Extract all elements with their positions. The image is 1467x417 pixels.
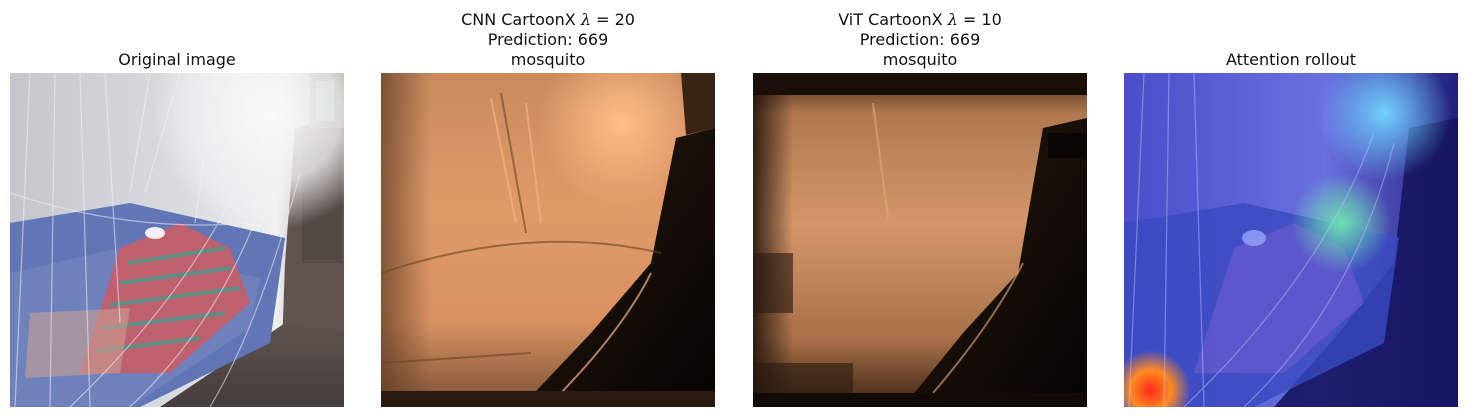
vit-cartoonx-heatmap xyxy=(753,73,1087,407)
original-image xyxy=(10,73,344,407)
title-text: ViT CartoonX xyxy=(838,10,948,29)
cnn-cartoonx-heatmap xyxy=(381,73,715,407)
panel-cnn-cartoonx: CNN CartoonX λ = 20 Prediction: 669 mosq… xyxy=(381,0,715,417)
panel-title: Attention rollout xyxy=(1104,50,1467,70)
prediction-label: Prediction: 669 xyxy=(487,30,609,49)
title-line: ViT CartoonX λ = 10 xyxy=(733,10,1107,30)
title-text: CNN CartoonX xyxy=(461,10,581,29)
lambda-symbol: λ xyxy=(580,10,591,29)
lambda-value: = 20 xyxy=(591,10,635,29)
panel-title: ViT CartoonX λ = 10 Prediction: 669 mosq… xyxy=(733,10,1107,70)
panel-title: Original image xyxy=(0,50,364,70)
class-name: mosquito xyxy=(510,50,586,69)
panel-title: CNN CartoonX λ = 20 Prediction: 669 mosq… xyxy=(361,10,735,70)
prediction-label: Prediction: 669 xyxy=(859,30,981,49)
lambda-symbol: λ xyxy=(947,10,958,29)
class-name: mosquito xyxy=(882,50,958,69)
panel-vit-cartoonx: ViT CartoonX λ = 10 Prediction: 669 mosq… xyxy=(753,0,1087,417)
lambda-value: = 10 xyxy=(957,10,1002,29)
panel-original: Original image xyxy=(10,0,344,417)
title-line: CNN CartoonX λ = 20 xyxy=(361,10,735,30)
title-line: Attention rollout xyxy=(1225,50,1357,69)
title-line: Original image xyxy=(118,50,236,69)
panel-attention-rollout: Attention rollout xyxy=(1124,0,1458,417)
attention-rollout-overlay xyxy=(1124,73,1458,407)
